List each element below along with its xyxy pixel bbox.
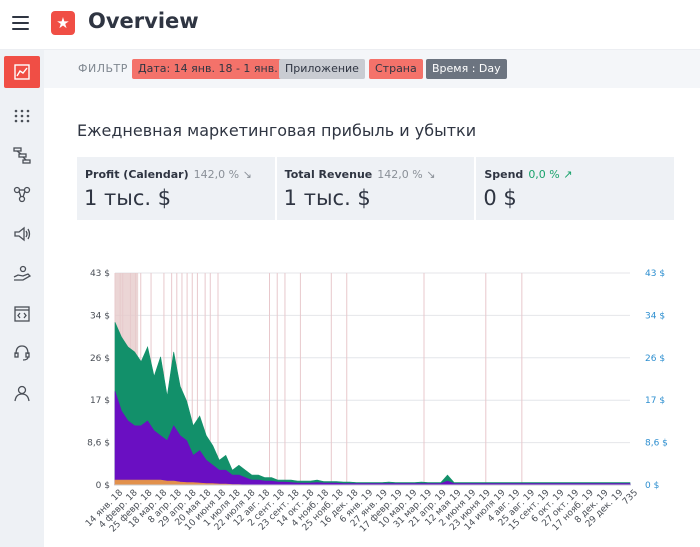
date-filter-chip[interactable]: Дата: 14 янв. 18 - 1 янв. 20 [132, 59, 302, 79]
y-tick-label: 26 $ [90, 354, 110, 364]
sidebar-item-code[interactable] [4, 298, 40, 330]
kpi-name: Profit (Calendar) [85, 168, 189, 181]
kpi-name: Spend [484, 168, 524, 181]
sidebar [0, 50, 44, 547]
y-tick-label: 17 $ [90, 396, 110, 406]
filter-label: ФИЛЬТР [78, 62, 128, 75]
y-tick-label-right: 0 $ [645, 481, 659, 491]
y-tick-label-right: 17 $ [645, 396, 665, 406]
y-tick-label-right: 26 $ [645, 354, 665, 364]
page-title: Overview [88, 9, 199, 33]
hamburger-menu-icon[interactable] [12, 16, 29, 30]
series-profit-area [114, 391, 631, 486]
sidebar-item-revenue[interactable] [4, 258, 40, 290]
profit-chart[interactable]: 43 $ 43 $ 34 $ 34 $ 26 $ 26 $ 17 $ 17 $ 8,6 $ 8,6… [60, 258, 700, 547]
code-window-icon [14, 306, 30, 322]
sidebar-item-support[interactable] [4, 337, 40, 369]
y-tick-label-right: 8,6 $ [645, 439, 668, 449]
kpi-delta: 0,0 % ↗ [528, 168, 573, 181]
y-tick-label: 43 $ [90, 269, 110, 279]
kpi-total-revenue[interactable]: Total Revenue 142,0 % ↘ 1 тыс. $ [277, 157, 477, 220]
kpi-panel: Profit (Calendar) 142,0 % ↘ 1 тыс. $ Tota… [77, 157, 674, 220]
kpi-profit[interactable]: Profit (Calendar) 142,0 % ↘ 1 тыс. $ [77, 157, 277, 220]
y-tick-label: 34 $ [90, 311, 110, 321]
top-bar: ★ Overview [0, 0, 700, 50]
sidebar-item-nodes[interactable] [4, 178, 40, 210]
kpi-delta: 142,0 % ↘ [193, 168, 252, 181]
sidebar-item-chart[interactable] [4, 56, 40, 88]
kpi-value: 0 $ [483, 186, 517, 210]
y-tick-label: 8,6 $ [87, 439, 110, 449]
hand-money-icon [13, 265, 32, 281]
country-filter-chip[interactable]: Страна [369, 59, 423, 79]
section-title: Ежедневная маркетинговая прибыль и убытк… [77, 121, 477, 140]
y-tick-label-right: 43 $ [645, 269, 665, 279]
flow-icon [13, 147, 31, 164]
y-tick-label: 0 $ [96, 481, 110, 491]
kpi-delta: 142,0 % ↘ [377, 168, 436, 181]
user-icon [14, 385, 30, 402]
time-filter-chip[interactable]: Время : Day [426, 59, 507, 79]
star-icon[interactable]: ★ [51, 11, 75, 35]
filter-bar: ФИЛЬТР Дата: 14 янв. 18 - 1 янв. 20 Прил… [44, 50, 700, 88]
x-tick-label: 735 [621, 488, 640, 507]
sidebar-item-dots[interactable] [4, 100, 40, 132]
sidebar-item-user[interactable] [4, 377, 40, 409]
kpi-spend[interactable]: Spend 0,0 % ↗ 0 $ [476, 157, 674, 220]
dots-grid-icon [14, 109, 30, 123]
chart-icon [14, 64, 30, 80]
nodes-icon [13, 186, 31, 203]
kpi-value: 1 тыс. $ [283, 186, 371, 210]
sidebar-item-marketing[interactable] [4, 218, 40, 250]
app-filter-chip[interactable]: Приложение [279, 59, 365, 79]
kpi-value: 1 тыс. $ [84, 186, 172, 210]
megaphone-icon [14, 226, 31, 242]
sidebar-item-flow[interactable] [4, 139, 40, 171]
kpi-name: Total Revenue [284, 168, 373, 181]
chart-svg: 43 $ 43 $ 34 $ 34 $ 26 $ 26 $ 17 $ 17 $ 8,6 $ 8,6… [84, 269, 668, 535]
y-tick-label-right: 34 $ [645, 311, 665, 321]
support-icon [14, 345, 30, 361]
